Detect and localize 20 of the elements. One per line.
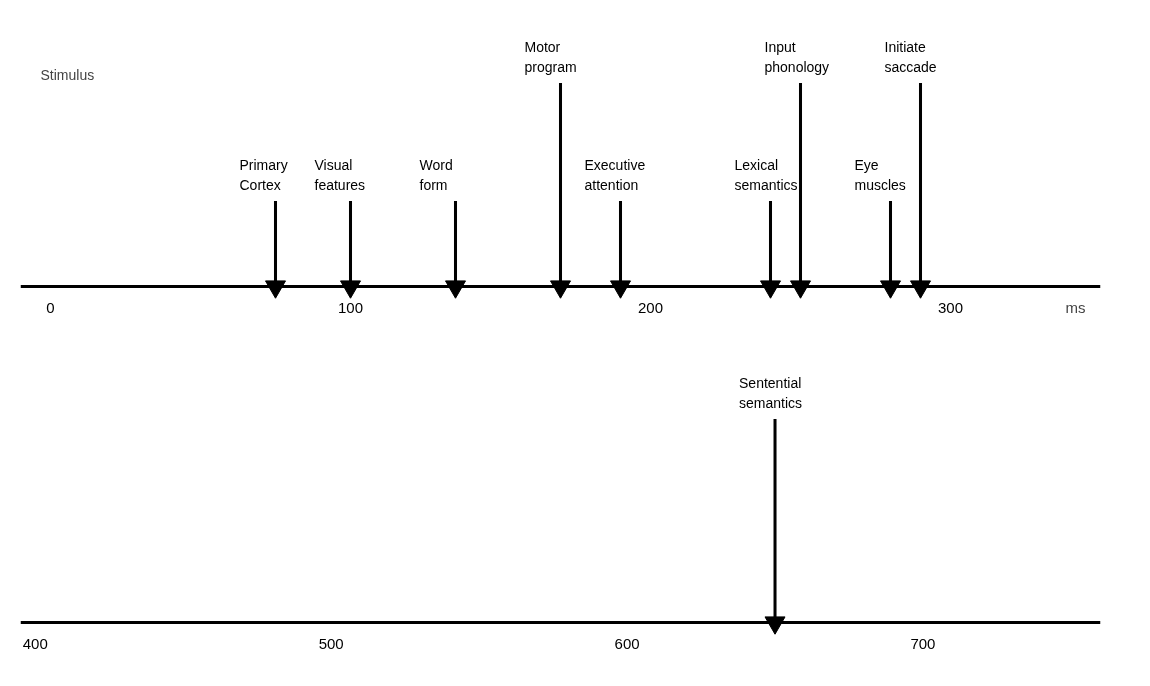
annotation: Primary Cortex — [239, 157, 288, 194]
x-tick-label: 200 — [637, 298, 664, 316]
annotation: Word form — [419, 157, 453, 194]
x-tick-label: 600 — [614, 634, 640, 652]
x-tick-label: 300 — [937, 298, 964, 316]
x-tick-label: 700 — [910, 634, 936, 652]
annotation: Sentential semantics — [739, 374, 803, 411]
text: Stimulus — [40, 66, 95, 83]
x-tick-label: 400 — [22, 634, 48, 652]
annotation: Input phonology — [764, 38, 830, 75]
x-tick-label: 500 — [318, 634, 344, 652]
x-axis-title: ms — [1065, 298, 1086, 316]
annotation: Lexical semantics — [734, 157, 798, 194]
annotation: Eye muscles — [854, 157, 906, 194]
annotation: Visual features — [314, 157, 366, 194]
annotation: Executive attention — [584, 157, 646, 194]
annotation: Initiate saccade — [884, 38, 937, 75]
x-tick-label: 100 — [337, 298, 364, 316]
x-tick-label: 0 — [46, 298, 55, 316]
annotation: Motor program — [524, 38, 577, 75]
